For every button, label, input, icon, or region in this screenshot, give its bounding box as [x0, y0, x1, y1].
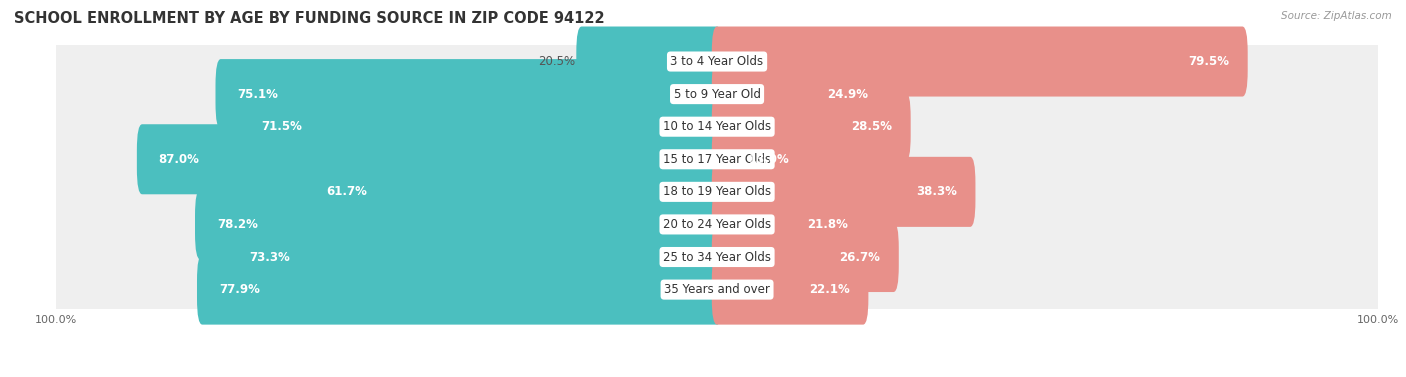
Text: 3 to 4 Year Olds: 3 to 4 Year Olds [671, 55, 763, 68]
Text: Source: ZipAtlas.com: Source: ZipAtlas.com [1281, 11, 1392, 21]
FancyBboxPatch shape [711, 124, 808, 194]
FancyBboxPatch shape [228, 222, 723, 292]
FancyBboxPatch shape [304, 157, 723, 227]
FancyBboxPatch shape [53, 127, 1381, 191]
FancyBboxPatch shape [711, 189, 866, 259]
Text: 75.1%: 75.1% [238, 87, 278, 101]
FancyBboxPatch shape [197, 254, 723, 325]
Text: 79.5%: 79.5% [1188, 55, 1229, 68]
FancyBboxPatch shape [53, 193, 1381, 256]
FancyBboxPatch shape [711, 59, 887, 129]
FancyBboxPatch shape [711, 92, 911, 162]
FancyBboxPatch shape [215, 59, 723, 129]
FancyBboxPatch shape [711, 26, 1247, 97]
FancyBboxPatch shape [53, 95, 1381, 159]
Text: 20 to 24 Year Olds: 20 to 24 Year Olds [664, 218, 770, 231]
FancyBboxPatch shape [239, 92, 723, 162]
Text: 5 to 9 Year Old: 5 to 9 Year Old [673, 87, 761, 101]
Text: 26.7%: 26.7% [839, 250, 880, 264]
Text: 22.1%: 22.1% [808, 283, 849, 296]
Text: 18 to 19 Year Olds: 18 to 19 Year Olds [664, 185, 770, 198]
Text: 24.9%: 24.9% [827, 87, 869, 101]
Text: 25 to 34 Year Olds: 25 to 34 Year Olds [664, 250, 770, 264]
FancyBboxPatch shape [53, 160, 1381, 224]
Text: 35 Years and over: 35 Years and over [664, 283, 770, 296]
FancyBboxPatch shape [53, 225, 1381, 289]
Text: 10 to 14 Year Olds: 10 to 14 Year Olds [664, 120, 770, 133]
FancyBboxPatch shape [711, 157, 976, 227]
Text: 77.9%: 77.9% [219, 283, 260, 296]
FancyBboxPatch shape [53, 30, 1381, 93]
Text: 71.5%: 71.5% [262, 120, 302, 133]
Text: SCHOOL ENROLLMENT BY AGE BY FUNDING SOURCE IN ZIP CODE 94122: SCHOOL ENROLLMENT BY AGE BY FUNDING SOUR… [14, 11, 605, 26]
FancyBboxPatch shape [53, 257, 1381, 322]
FancyBboxPatch shape [711, 254, 869, 325]
Text: 61.7%: 61.7% [326, 185, 367, 198]
Text: 15 to 17 Year Olds: 15 to 17 Year Olds [664, 153, 770, 166]
Text: 87.0%: 87.0% [159, 153, 200, 166]
FancyBboxPatch shape [576, 26, 723, 97]
Text: 73.3%: 73.3% [249, 250, 290, 264]
Text: 28.5%: 28.5% [851, 120, 893, 133]
FancyBboxPatch shape [711, 222, 898, 292]
Text: 20.5%: 20.5% [538, 55, 575, 68]
FancyBboxPatch shape [136, 124, 723, 194]
FancyBboxPatch shape [53, 62, 1381, 126]
Text: 78.2%: 78.2% [217, 218, 257, 231]
Text: 13.0%: 13.0% [749, 153, 790, 166]
Text: 38.3%: 38.3% [917, 185, 957, 198]
Text: 21.8%: 21.8% [807, 218, 848, 231]
FancyBboxPatch shape [195, 189, 723, 259]
